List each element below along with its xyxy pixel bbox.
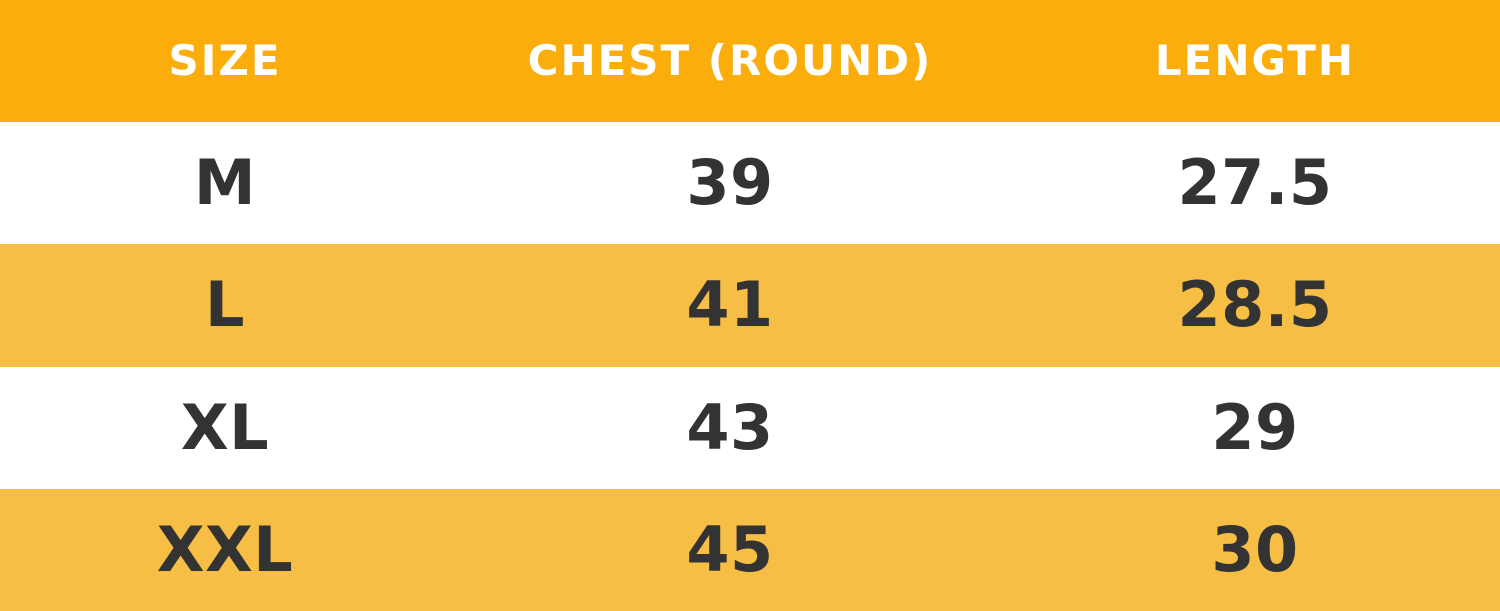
- size-cell: M: [193, 146, 257, 220]
- header-cell-chest: CHEST (ROUND): [527, 36, 933, 86]
- size-cell: XL: [180, 390, 270, 464]
- table-row-m: M 39 27.5: [0, 122, 1500, 245]
- header-cell-size: SIZE: [168, 36, 282, 86]
- length-cell: 30: [1211, 512, 1299, 586]
- length-cell: 29: [1211, 390, 1299, 464]
- size-cell: L: [204, 268, 245, 342]
- size-cell: XXL: [156, 512, 294, 586]
- length-cell: 27.5: [1177, 146, 1333, 220]
- chest-cell: 41: [686, 268, 774, 342]
- table-row-xl: XL 43 29: [0, 366, 1500, 489]
- table-row-l: L 41 28.5: [0, 244, 1500, 367]
- chest-cell: 43: [686, 390, 774, 464]
- length-cell: 28.5: [1177, 268, 1333, 342]
- header-cell-length: LENGTH: [1154, 36, 1356, 86]
- table-row-xxl: XXL 45 30: [0, 488, 1500, 611]
- table-header-row: SIZE CHEST (ROUND) LENGTH: [0, 0, 1500, 123]
- chest-cell: 39: [686, 146, 774, 220]
- chest-cell: 45: [686, 512, 774, 586]
